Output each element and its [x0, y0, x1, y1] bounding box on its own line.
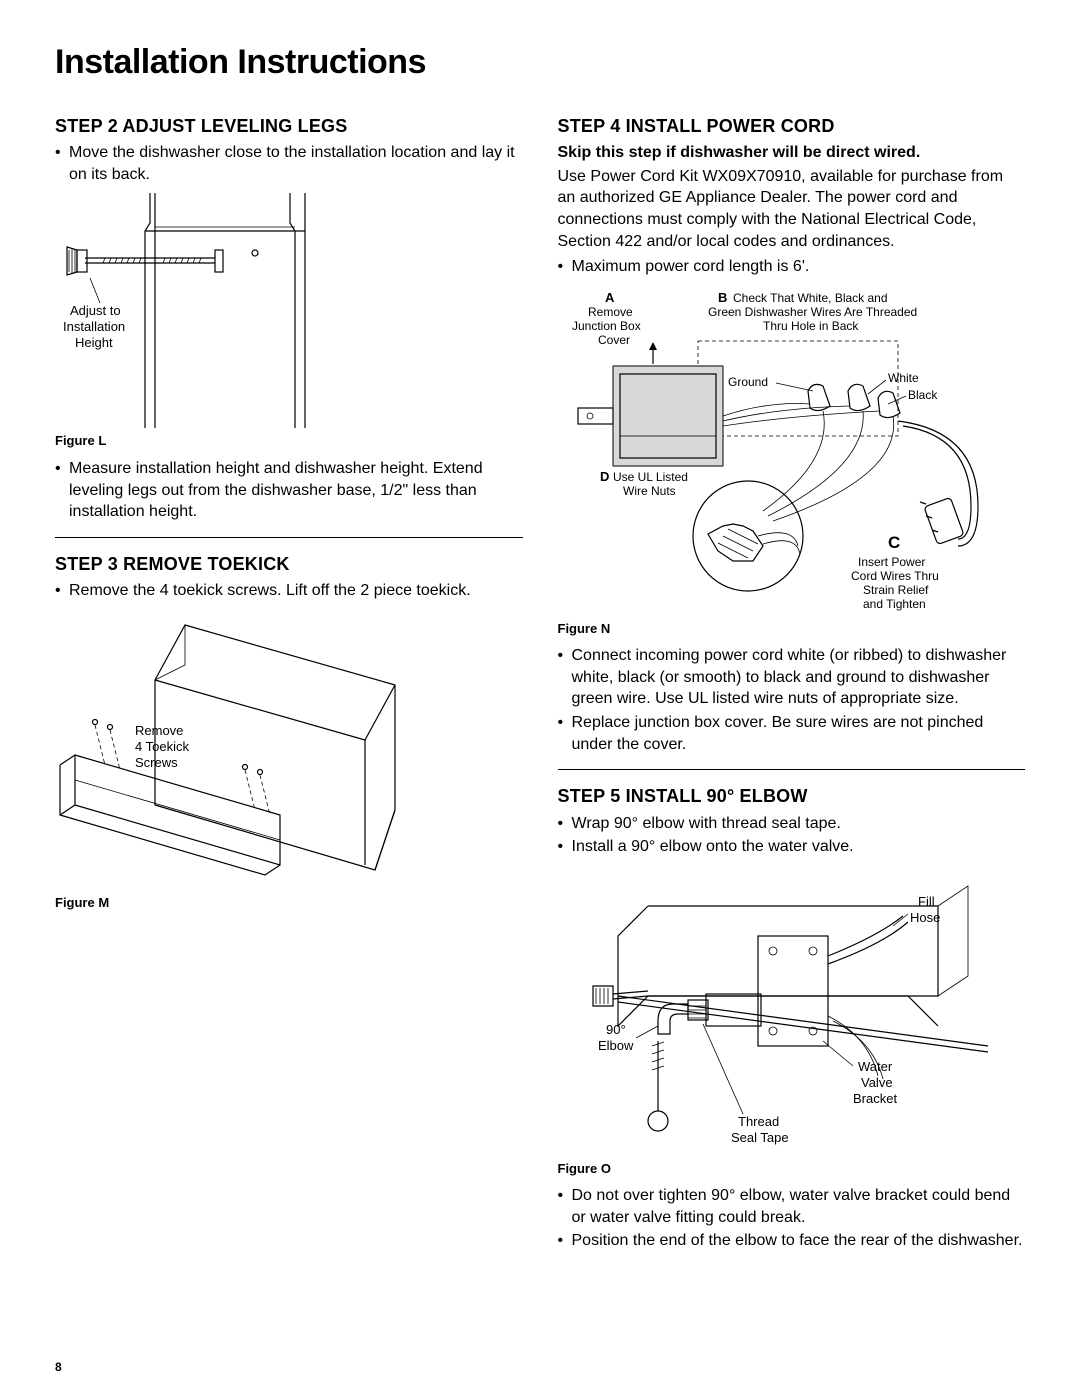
- figure-l-svg: Adjust to Installation Height: [55, 193, 355, 428]
- separator: [55, 537, 523, 538]
- content-columns: STEP 2 ADJUST LEVELING LEGS Move the dis…: [55, 114, 1025, 1258]
- figure-l-caption: Figure L: [55, 432, 523, 450]
- step3-bullets: Remove the 4 toekick screws. Lift off th…: [55, 580, 523, 602]
- figure-m-svg: Remove 4 Toekick Screws: [55, 610, 435, 890]
- label-d: D: [600, 469, 609, 484]
- step4-bullets-top: Maximum power cord length is 6'.: [558, 256, 1026, 278]
- bullet: Install a 90° elbow onto the water valve…: [558, 836, 1026, 858]
- label-black: Black: [908, 388, 938, 402]
- figure-n: A Remove Junction Box Cover B Check That…: [558, 286, 1026, 616]
- label-white: White: [888, 371, 919, 385]
- step2-bullets-top: Move the dishwasher close to the install…: [55, 142, 523, 185]
- label-c-text: Insert Power Cord Wires Thru Strain Reli…: [851, 555, 942, 611]
- bullet: Do not over tighten 90° elbow, water val…: [558, 1185, 1026, 1228]
- bullet: Replace junction box cover. Be sure wire…: [558, 712, 1026, 755]
- label-d-text: Use UL Listed Wire Nuts: [613, 470, 691, 498]
- separator: [558, 769, 1026, 770]
- figure-o: Fill Hose 90° Elbow Water Valve Bracket …: [558, 866, 1026, 1156]
- step2-heading: STEP 2 ADJUST LEVELING LEGS: [55, 114, 523, 138]
- label-fill-hose: Fill Hose: [910, 894, 940, 925]
- label-thread-seal: Thread Seal Tape: [731, 1114, 789, 1145]
- label-a-text: Remove Junction Box Cover: [572, 305, 644, 347]
- figure-o-svg: Fill Hose 90° Elbow Water Valve Bracket …: [558, 866, 1028, 1156]
- figure-n-caption: Figure N: [558, 620, 1026, 638]
- label-b: B: [718, 290, 727, 305]
- label-b-text: Check That White, Black and Green Dishwa…: [708, 291, 921, 333]
- figure-l: Adjust to Installation Height: [55, 193, 523, 428]
- bullet: Connect incoming power cord white (or ri…: [558, 645, 1026, 710]
- figure-m: Remove 4 Toekick Screws: [55, 610, 523, 890]
- bullet: Maximum power cord length is 6'.: [558, 256, 1026, 278]
- bullet: Wrap 90° elbow with thread seal tape.: [558, 813, 1026, 835]
- step4-heading: STEP 4 INSTALL POWER CORD: [558, 114, 1026, 138]
- label-elbow: 90° Elbow: [598, 1022, 634, 1053]
- step3-heading: STEP 3 REMOVE TOEKICK: [55, 552, 523, 576]
- label-a: A: [605, 290, 615, 305]
- step4-bullets-bottom: Connect incoming power cord white (or ri…: [558, 645, 1026, 755]
- figure-o-caption: Figure O: [558, 1160, 1026, 1178]
- step5-heading: STEP 5 INSTALL 90° ELBOW: [558, 784, 1026, 808]
- right-column: STEP 4 INSTALL POWER CORD Skip this step…: [558, 114, 1026, 1258]
- label-ground: Ground: [728, 375, 768, 389]
- step5-bullets-bottom: Do not over tighten 90° elbow, water val…: [558, 1185, 1026, 1252]
- bullet: Measure installation height and dishwash…: [55, 458, 523, 523]
- figure-n-svg: A Remove Junction Box Cover B Check That…: [558, 286, 1028, 616]
- step4-body: Use Power Cord Kit WX09X70910, available…: [558, 166, 1026, 252]
- label-remove-screws: Remove 4 Toekick Screws: [135, 723, 193, 770]
- step5-bullets-top: Wrap 90° elbow with thread seal tape. In…: [558, 813, 1026, 858]
- figure-m-caption: Figure M: [55, 894, 523, 912]
- step4-skip-note: Skip this step if dishwasher will be dir…: [558, 142, 1026, 164]
- step2-bullets-bottom: Measure installation height and dishwash…: [55, 458, 523, 523]
- bullet: Position the end of the elbow to face th…: [558, 1230, 1026, 1252]
- label-adjust: Adjust to Installation Height: [63, 303, 129, 350]
- label-c: C: [888, 533, 900, 552]
- page-number: 8: [55, 1359, 62, 1375]
- page-title: Installation Instructions: [55, 40, 1025, 86]
- label-water-valve: Water Valve Bracket: [853, 1059, 897, 1106]
- left-column: STEP 2 ADJUST LEVELING LEGS Move the dis…: [55, 114, 523, 1258]
- bullet: Remove the 4 toekick screws. Lift off th…: [55, 580, 523, 602]
- bullet: Move the dishwasher close to the install…: [55, 142, 523, 185]
